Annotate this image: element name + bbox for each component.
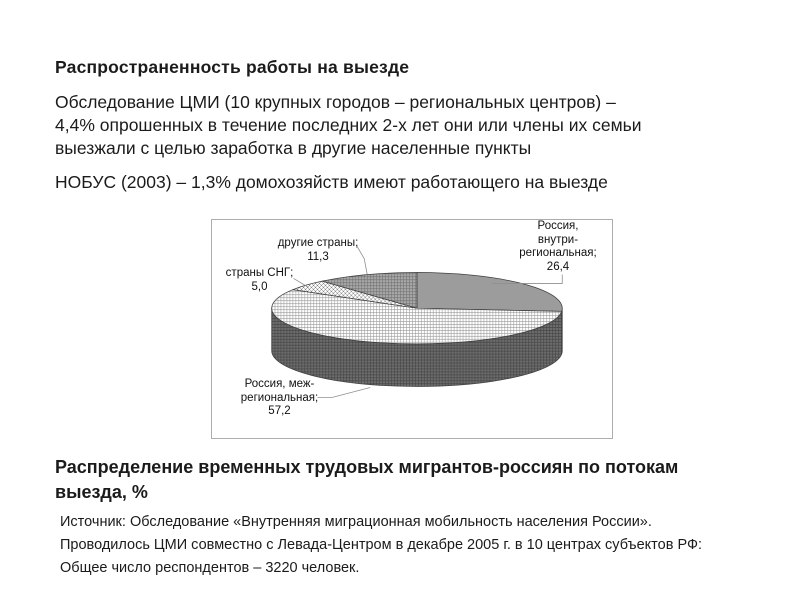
pie-slice-top-1: [271, 289, 563, 345]
nobus-paragraph: НОБУС (2003) – 1,3% домохозяйств имеют р…: [55, 172, 608, 192]
pie-chart-frame: другие страны; 11,3 страны СНГ; 5,0 Росс…: [211, 219, 613, 439]
slide-title: Распространенность работы на выезде: [55, 57, 410, 77]
pie-slice-top-3: [321, 272, 418, 309]
pie-label-other-countries: другие страны; 11,3: [277, 237, 359, 263]
chart-caption-line-2: выезда, %: [55, 482, 148, 502]
chart-caption-line-1: Распределение временных трудовых мигрант…: [55, 457, 679, 477]
leader-line-inter-regional: [317, 387, 371, 398]
chart-caption: Распределение временных трудовых мигрант…: [55, 455, 678, 505]
source-line-2: Проводилось ЦМИ совместно с Левада-Центр…: [60, 537, 703, 553]
intro-line-1: Обследование ЦМИ (10 крупных городов – р…: [55, 92, 616, 112]
pie-label-intra-regional: Россия, внутри- региональная; 26,4: [519, 220, 597, 273]
source-note: Источник: Обследование «Внутренняя мигра…: [60, 511, 702, 580]
pie-top-faces: [271, 272, 563, 345]
source-line-1: Источник: Обследование «Внутренняя мигра…: [60, 514, 652, 530]
pie-label-inter-regional: Россия, меж- региональная; 57,2: [240, 378, 319, 417]
leader-line-intra-regional: [491, 274, 563, 284]
intro-line-3: выезжали с целью заработка в другие насе…: [55, 138, 532, 158]
source-line-3: Общее число респондентов – 3220 человек.: [60, 560, 360, 576]
pie-label-cis: страны СНГ; 5,0: [225, 267, 294, 293]
pie-chart-svg: [271, 246, 563, 398]
leader-line-cis: [293, 278, 309, 288]
intro-paragraph: Обследование ЦМИ (10 крупных городов – р…: [55, 91, 642, 160]
leader-line-other-countries: [356, 246, 368, 275]
intro-line-2: 4,4% опрошенных в течение последних 2-х …: [55, 115, 642, 135]
pie-slice-top-0: [416, 272, 563, 312]
